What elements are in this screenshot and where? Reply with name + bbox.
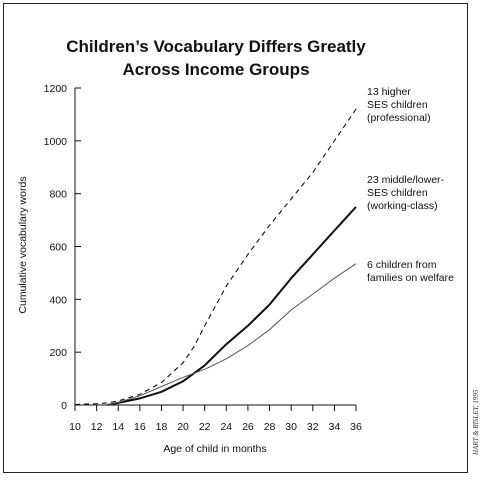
x-tick-label: 20 — [177, 421, 189, 433]
x-tick-label: 22 — [199, 421, 211, 433]
y-tick-label: 1200 — [44, 83, 68, 95]
series-line-working-class — [107, 206, 357, 406]
series-label-working-class-line-1: 23 middle/lower- — [367, 174, 445, 186]
x-tick-label: 30 — [285, 421, 297, 433]
x-tick-label: 26 — [242, 421, 254, 433]
x-tick-label: 16 — [134, 421, 146, 433]
series-layer — [74, 108, 357, 406]
x-tick-label: 14 — [112, 421, 124, 433]
y-tick-label: 0 — [61, 400, 67, 412]
series-label-working-class-line-2: SES children — [367, 187, 428, 199]
series-label-welfare-line-2: families on welfare — [367, 272, 454, 284]
x-tick-label: 28 — [264, 421, 276, 433]
series-label-working-class-line-3: (working-class) — [367, 200, 438, 212]
axes: 0 200 400 600 800 1000 1200 10 12 14 16 18 20 22 24 26 2… — [44, 83, 362, 433]
chart-title-line-1: Children’s Vocabulary Differs Greatly — [66, 37, 366, 56]
series-label-welfare-line-1: 6 children from — [367, 259, 437, 271]
y-tick-label: 1000 — [44, 136, 68, 148]
y-tick-label: 200 — [49, 347, 67, 359]
series-line-welfare — [107, 263, 357, 406]
y-tick-label: 400 — [49, 294, 67, 306]
y-tick-label: 600 — [49, 242, 67, 254]
y-axis-label: Cumulative vocabulary words — [17, 176, 29, 313]
x-axis-label: Age of child in months — [163, 443, 266, 455]
y-tick-label: 800 — [49, 189, 67, 201]
chart-frame — [3, 3, 468, 473]
x-tick-label: 34 — [329, 421, 341, 433]
x-tick-label: 12 — [91, 421, 103, 433]
chart-title-line-2: Across Income Groups — [122, 60, 309, 79]
series-label-professional-line-3: (professional) — [367, 112, 431, 124]
x-tick-label: 32 — [307, 421, 319, 433]
series-label-professional-line-2: SES children — [367, 99, 428, 111]
x-tick-label: 36 — [350, 421, 362, 433]
x-tick-label: 24 — [220, 421, 232, 433]
x-tick-label: 18 — [156, 421, 168, 433]
series-line-professional — [74, 108, 357, 406]
x-tick-label: 10 — [69, 421, 81, 433]
series-label-professional-line-1: 13 higher — [367, 86, 411, 98]
source-credit: HART & RISLEY, 1995 — [472, 389, 480, 456]
